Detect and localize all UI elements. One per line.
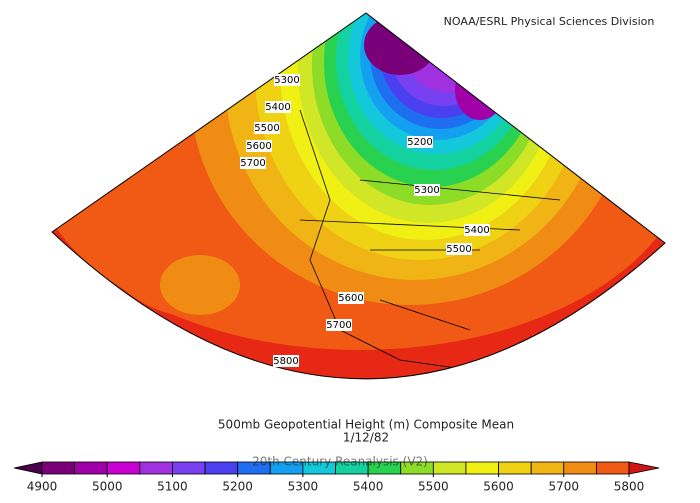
map-date: 1/12/82: [343, 431, 389, 445]
contour-label: 5300: [414, 185, 439, 196]
colorbar-end: [13, 461, 43, 475]
colorbar-swatch: [563, 461, 597, 475]
contour-label-box: [464, 224, 490, 236]
colorbar-tick-label: 5100: [157, 480, 188, 494]
contour-label-box: [246, 140, 272, 152]
colorbar-swatch: [74, 461, 108, 475]
colorbar-swatch: [595, 461, 630, 475]
colorbar-tick-label: 5500: [418, 480, 449, 494]
colorbar: 4900 5000 5100 5200 5300 5400 5500 5600 5700 5800: [13, 461, 660, 494]
colorbar-swatch: [465, 461, 499, 475]
contour-label: 5200: [407, 137, 432, 148]
contour-label-box: [407, 136, 433, 148]
contour-label-box: [254, 122, 280, 134]
colorbar-swatch: [432, 461, 467, 475]
contour-label-box: [273, 355, 299, 367]
colorbar-tick-label: 5600: [483, 480, 514, 494]
colorbar-swatch: [139, 461, 173, 475]
contour-label-box: [338, 292, 364, 304]
colorbar-tick-label: 5800: [614, 480, 645, 494]
contour-label: 5500: [446, 244, 471, 255]
contour-label: 5700: [240, 158, 265, 169]
colorbar-swatch: [498, 461, 532, 475]
contour-label: 5600: [338, 293, 363, 304]
contour-label-box: [265, 101, 291, 113]
colorbar-tick-label: 5400: [353, 480, 384, 494]
contour-labels: 5300 5400 5500 5600 5700 5200 5300 5400 5500 5600…: [240, 74, 490, 367]
colorbar-tick-label: 5300: [288, 480, 319, 494]
map-frame: [51, 12, 666, 380]
colorbar-swatch: [106, 461, 141, 475]
colorbar-end: [628, 461, 660, 475]
contour-label: 5700: [326, 320, 351, 331]
colorbar-tick-label: 5000: [92, 480, 123, 494]
contour-label: 5400: [464, 225, 489, 236]
contour-label: 5500: [254, 123, 279, 134]
contour-label: 5800: [273, 356, 298, 367]
contour-label: 5300: [274, 75, 299, 86]
colorbar-tick-label: 4900: [27, 480, 58, 494]
contour-label-box: [274, 74, 300, 86]
contour-label: 5400: [265, 102, 290, 113]
contour-label-box: [326, 319, 352, 331]
colorbar-swatch: [530, 461, 565, 475]
colorbar-tick-label: 5700: [549, 480, 580, 494]
height-field: [52, 13, 665, 379]
colorbar-swatch: [41, 461, 76, 475]
map-title: 500mb Geopotential Height (m) Composite …: [218, 418, 514, 432]
colorbar-tick-label: 5200: [222, 480, 253, 494]
source-text: NOAA/ESRL Physical Sciences Division: [444, 15, 655, 28]
contour-label-box: [240, 157, 266, 169]
contour-label-box: [414, 184, 440, 196]
colorbar-swatch: [204, 461, 239, 475]
contour-label: 5600: [246, 141, 271, 152]
contour-label-box: [446, 243, 472, 255]
colorbar-swatch: [172, 461, 206, 475]
dataset-label: 20th Century Reanalysis (V2): [252, 455, 428, 469]
